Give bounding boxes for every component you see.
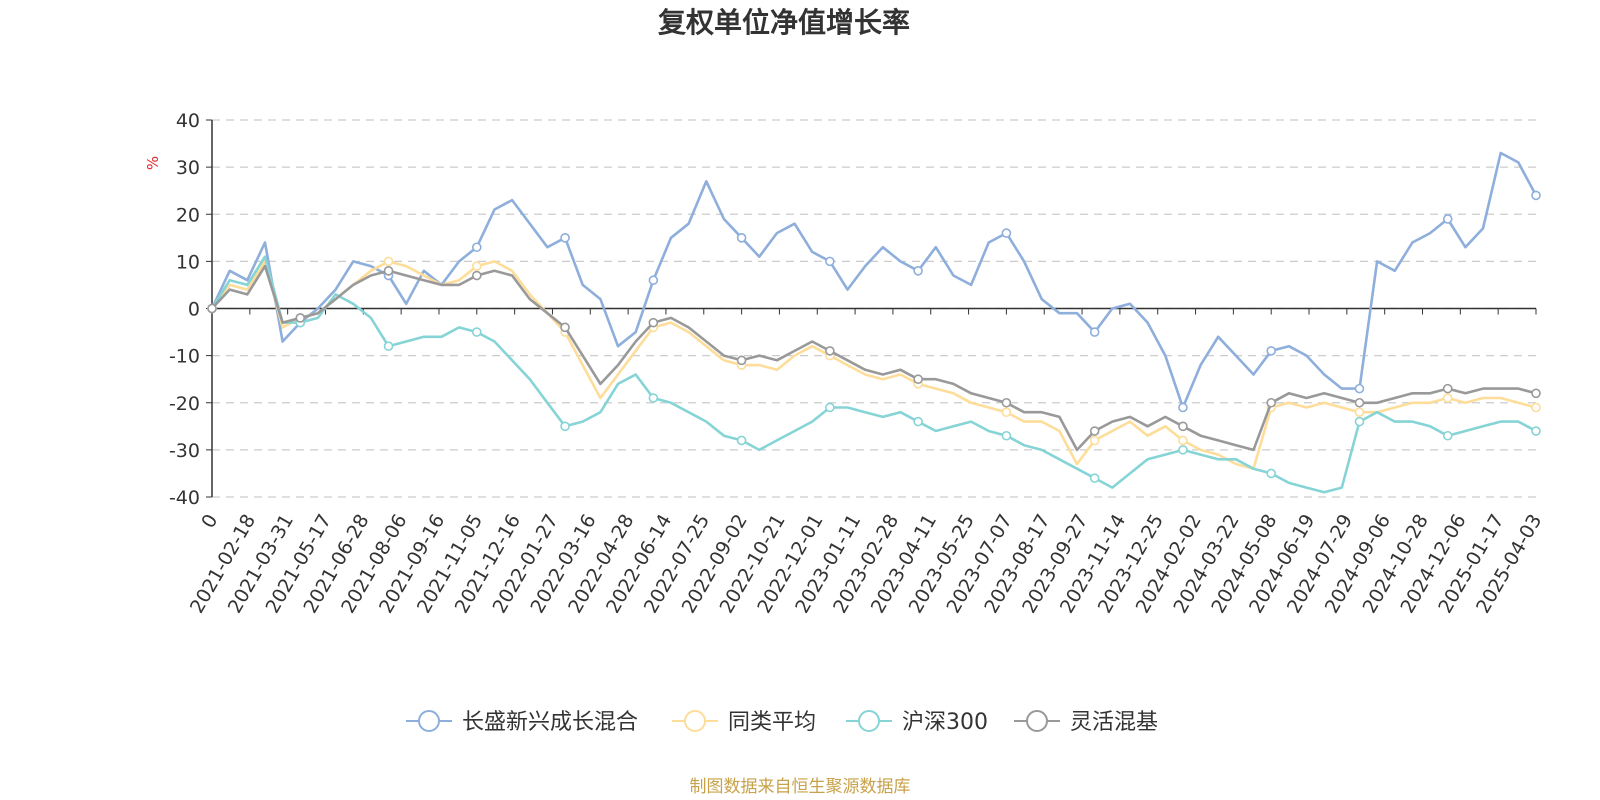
series-point-0 (1354, 383, 1365, 394)
series-line-2 (210, 255, 1537, 494)
legend-item-2[interactable]: 沪深300 (846, 710, 988, 735)
series-point-0 (471, 242, 482, 253)
series-point-2 (648, 393, 659, 403)
series-point-3 (1178, 421, 1188, 432)
y-axis-unit: % (144, 156, 162, 170)
series-point-1 (471, 261, 482, 271)
series-point-1 (1089, 435, 1100, 446)
series-lines (207, 151, 1541, 494)
legend-label: 灵活混基 (1070, 710, 1158, 735)
y-axis-ticks: -40 -30 -20 -10 0 10 20 30 40 (169, 110, 212, 509)
series-line-0 (210, 151, 1538, 409)
y-tick-label: 20 (176, 204, 200, 226)
source-note: 制图数据来自恒生聚源数据库 (690, 777, 911, 797)
legend-item-0[interactable]: 长盛新兴成长混合 (406, 710, 638, 735)
series-point-3 (825, 346, 835, 356)
legend-marker-icon (418, 710, 440, 732)
legend[interactable]: 长盛新兴成长混合 同类平均 沪深300 灵活混基 (406, 710, 1158, 735)
legend-label: 沪深300 (902, 710, 988, 735)
y-tick-label: 40 (176, 110, 200, 132)
legend-item-1[interactable]: 同类平均 (672, 710, 816, 735)
y-tick-label: -30 (169, 440, 200, 462)
series-point-2 (1531, 426, 1541, 436)
series-point-2 (1354, 416, 1365, 427)
series-point-0 (648, 275, 659, 286)
series-point-3 (913, 374, 923, 384)
legend-marker-icon (858, 710, 880, 732)
legend-label: 同类平均 (728, 710, 816, 735)
series-point-1 (1001, 407, 1012, 417)
series-line-1 (210, 260, 1537, 471)
series-point-1 (383, 256, 394, 267)
series-point-2 (1089, 473, 1100, 483)
series-point-2 (825, 402, 835, 413)
series-point-0 (1089, 327, 1100, 337)
series-point-2 (1178, 445, 1188, 455)
series-point-3 (1089, 426, 1100, 436)
axes (211, 120, 1536, 497)
chart-title: 复权单位净值增长率 (658, 6, 910, 39)
series-point-3 (383, 265, 394, 276)
series-point-3 (1442, 383, 1453, 394)
series-point-0 (913, 265, 923, 276)
series-point-0 (1266, 346, 1276, 356)
x-axis-ticks: 02021-02-182021-03-312021-05-172021-06-2… (186, 308, 1546, 617)
series-point-3 (560, 322, 570, 333)
series-point-3 (1001, 397, 1012, 408)
y-tick-label: -20 (169, 393, 200, 415)
series-point-3 (471, 270, 482, 281)
series-point-2 (471, 327, 482, 337)
series-point-1 (1531, 402, 1541, 413)
series-point-3 (736, 355, 747, 366)
series-point-0 (1001, 228, 1012, 238)
series-point-2 (560, 421, 570, 432)
series-point-2 (1001, 430, 1012, 441)
series-point-1 (1178, 435, 1188, 446)
series-point-1 (1442, 393, 1453, 403)
series-point-3 (295, 313, 306, 323)
series-point-3 (1531, 388, 1541, 399)
x-tick-label: 0 (197, 511, 222, 532)
series-point-0 (736, 233, 747, 243)
series-line-3 (211, 264, 1537, 452)
series-point-2 (1442, 430, 1453, 441)
series-point-1 (1354, 407, 1365, 417)
legend-item-3[interactable]: 灵活混基 (1014, 710, 1158, 735)
y-tick-label: -10 (169, 346, 200, 368)
y-tick-label: 0 (188, 299, 200, 321)
series-point-0 (825, 256, 835, 267)
legend-marker-icon (1026, 710, 1048, 732)
series-point-3 (1266, 397, 1276, 408)
series-point-3 (1354, 397, 1365, 408)
series-point-3 (207, 303, 217, 314)
legend-label: 长盛新兴成长混合 (462, 710, 638, 735)
y-tick-label: 30 (176, 157, 200, 179)
series-point-0 (1178, 402, 1188, 413)
series-point-0 (1531, 190, 1541, 201)
series-point-3 (648, 317, 659, 328)
series-point-0 (1442, 214, 1453, 224)
series-point-2 (736, 435, 747, 446)
legend-marker-icon (684, 710, 706, 732)
series-point-0 (560, 233, 570, 243)
y-tick-label: 10 (176, 251, 200, 273)
y-tick-label: -40 (169, 487, 200, 509)
series-point-2 (913, 416, 923, 427)
series-point-2 (1266, 468, 1276, 479)
series-point-2 (383, 341, 394, 352)
